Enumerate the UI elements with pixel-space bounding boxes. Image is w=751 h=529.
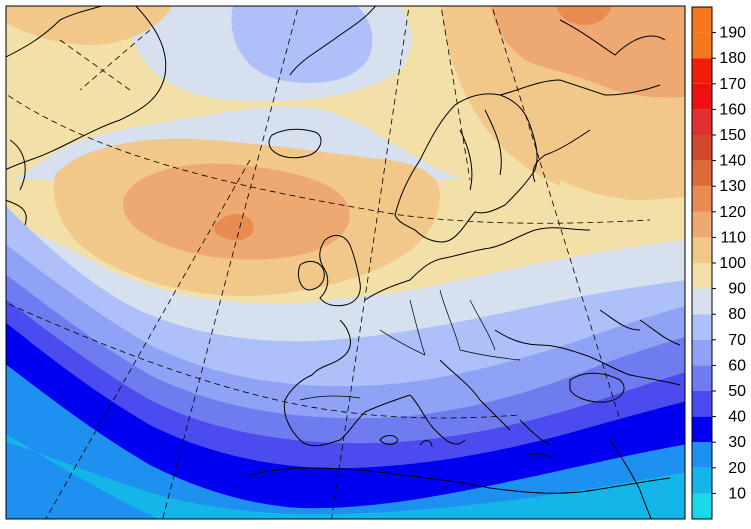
colorbar-label: 20: [728, 460, 746, 477]
colorbar-label: 120: [719, 204, 746, 221]
colorbar-segment: [692, 314, 712, 340]
colorbar: 10 20 30 40 50 60 70 80 90 100 110 120 130 140 150 160 1…: [691, 6, 746, 520]
colorbar-segment: [692, 7, 712, 33]
colorbar-label: 70: [728, 332, 746, 349]
colorbar-segment: [692, 186, 712, 212]
colorbar-label: 60: [728, 357, 746, 374]
colorbar-segment: [692, 109, 712, 135]
colorbar-label: 140: [719, 153, 746, 170]
field-20-band: [6, 433, 685, 519]
map-area: [6, 6, 685, 519]
colorbar-label: 100: [719, 255, 746, 272]
field-100-ne-fringe: [560, 180, 685, 239]
coast-greenland: [6, 6, 167, 170]
colorbar-label: 150: [719, 127, 746, 144]
colorbar-label: 130: [719, 178, 746, 195]
colorbar-segment: [692, 467, 712, 494]
field-120-ridge: [123, 163, 350, 260]
coast-continent: [283, 227, 591, 447]
colorbar-segment: [692, 391, 712, 417]
colorbar-segment: [692, 211, 712, 238]
colorbar-segment: [692, 263, 712, 289]
colorbar-label: 10: [728, 485, 746, 502]
coast-great-britain: [319, 234, 361, 307]
colorbar-segment: [692, 135, 712, 161]
colorbar-label: 80: [728, 306, 746, 323]
field-40-band: [6, 322, 685, 519]
colorbar-label: 170: [719, 76, 746, 93]
coastlines: [6, 6, 681, 519]
colorbar-segment: [692, 365, 712, 391]
field-120-ne: [490, 6, 685, 98]
colorbar-segment: [692, 442, 712, 468]
colorbar-label: 180: [719, 50, 746, 67]
colorbar-label: 50: [728, 383, 746, 400]
field-80-bubble: [231, 6, 373, 83]
field-130-core: [214, 214, 254, 241]
colorbar-label: 30: [728, 434, 746, 451]
colorbar-segment: [692, 416, 712, 443]
map-frame: [5, 5, 686, 520]
colorbar-label: 110: [720, 229, 746, 246]
colorbar-segment: [692, 32, 712, 59]
coast-ireland: [297, 261, 325, 291]
coast-scandinavia: [394, 93, 538, 243]
colorbar-segment: [692, 83, 712, 110]
colorbar-label: 190: [719, 25, 746, 42]
colorbar-segment: [692, 160, 712, 187]
coast-iceland: [268, 128, 322, 159]
colorbar-label: 40: [728, 409, 746, 426]
field-130-ne: [556, 6, 612, 25]
colorbar-label: 90: [728, 281, 746, 298]
colorbar-segment: [692, 288, 712, 315]
colorbar-segment: [692, 58, 712, 84]
graticule: [6, 6, 651, 519]
field-30-band: [6, 364, 685, 519]
colorbar-label: 160: [719, 101, 746, 118]
colorbar-segment: [692, 237, 712, 263]
colorbar-segment: [692, 493, 712, 519]
field-110-greenland: [6, 6, 173, 45]
colorbar-segment: [692, 339, 712, 366]
